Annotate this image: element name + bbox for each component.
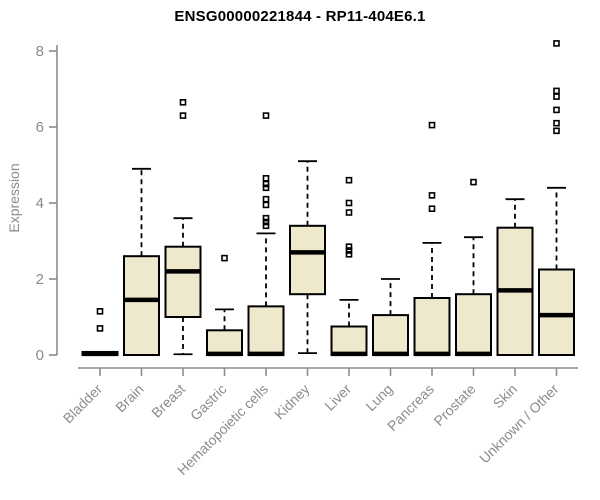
outlier-point (179, 112, 187, 119)
outlier-point (262, 112, 270, 119)
outlier-point (345, 247, 353, 254)
outlier-point (428, 205, 436, 212)
outlier-point (221, 254, 228, 262)
x-category-label: Lung (362, 381, 395, 414)
box-liver (330, 325, 368, 356)
outlier-point (470, 178, 477, 186)
y-tick-label: 6 (36, 119, 44, 136)
outlier-point (262, 195, 270, 203)
box-breast (164, 245, 202, 318)
x-category-label: Prostate (430, 381, 478, 429)
x-category-label: Bladder (60, 381, 106, 427)
x-category-label: Liver (321, 381, 354, 414)
outlier-point (553, 127, 560, 135)
outlier-point (553, 93, 560, 100)
outlier-point (262, 218, 270, 226)
outlier-point (262, 175, 270, 182)
outlier-point (262, 184, 270, 192)
x-category-label: Unknown / Other (476, 381, 562, 467)
outlier-point (345, 209, 353, 216)
box-hematopoietic-cells (247, 305, 285, 356)
x-category-label: Kidney (271, 381, 313, 423)
box-kidney (289, 224, 326, 296)
outlier-point (553, 87, 560, 95)
box-unknown-other (538, 268, 575, 356)
chart-title: ENSG00000221844 - RP11-404E6.1 (174, 8, 426, 25)
x-category-label: Skin (490, 381, 521, 412)
box-gastric (206, 329, 243, 356)
y-tick-label: 2 (36, 271, 44, 288)
x-category-label: Brain (112, 381, 146, 415)
box-prostate (455, 293, 492, 357)
outlier-point (262, 201, 270, 209)
y-tick-label: 4 (36, 195, 44, 212)
outlier-point (262, 222, 270, 230)
outlier-point (345, 176, 353, 184)
outlier-point (96, 325, 104, 332)
outlier-point (553, 106, 560, 114)
box-brain (123, 255, 160, 357)
outlier-point (96, 307, 104, 315)
outlier-point (262, 214, 270, 222)
outlier-point (345, 243, 353, 250)
outlier-point (553, 40, 560, 47)
outlier-point (345, 251, 353, 258)
y-tick-label: 8 (36, 43, 44, 60)
box-pancreas (413, 297, 451, 356)
x-category-label: Breast (148, 381, 188, 421)
outlier-point (262, 180, 270, 188)
y-tick-label: 0 (36, 347, 44, 364)
outlier-point (428, 121, 436, 129)
outlier-point (179, 99, 187, 106)
outlier-point (428, 192, 436, 199)
box-lung (372, 314, 409, 357)
outlier-point (345, 199, 353, 207)
outlier-point (553, 119, 560, 127)
